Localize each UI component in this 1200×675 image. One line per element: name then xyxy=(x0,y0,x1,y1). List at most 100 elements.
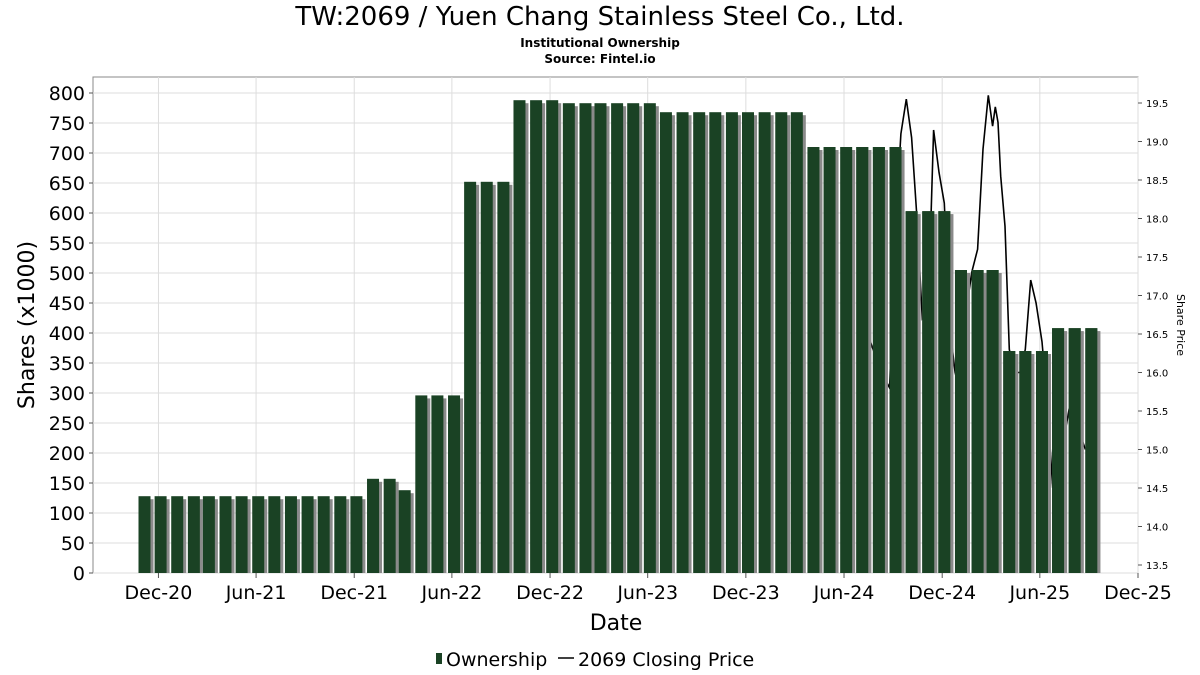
y2-tick-label: 16.0 xyxy=(1146,369,1168,380)
ownership-bar xyxy=(252,496,265,573)
ownership-bar xyxy=(235,496,248,573)
y2-tick-label: 16.5 xyxy=(1146,330,1168,341)
ownership-bar xyxy=(742,112,755,573)
legend-label-price: 2069 Closing Price xyxy=(578,649,754,671)
x-axis-title: Date xyxy=(590,611,643,636)
ownership-bar xyxy=(431,395,444,573)
ownership-bar xyxy=(448,395,461,573)
ownership-bar xyxy=(856,147,869,573)
ownership-bar xyxy=(202,496,215,573)
y-tick-label: 500 xyxy=(49,263,85,285)
ownership-bar xyxy=(693,112,706,573)
ownership-bar xyxy=(530,100,543,573)
y-tick-label: 100 xyxy=(49,503,85,525)
ownership-bar xyxy=(709,112,722,573)
x-tick-label: Dec-25 xyxy=(1104,582,1172,604)
x-tick-label: Dec-20 xyxy=(125,582,193,604)
y-tick-label: 550 xyxy=(49,233,85,255)
ownership-bar xyxy=(480,181,493,574)
ownership-bar xyxy=(1035,351,1048,573)
ownership-bar xyxy=(905,211,918,573)
x-tick-label: Jun-21 xyxy=(225,582,287,604)
y-tick-label: 150 xyxy=(49,473,85,495)
ownership-bar xyxy=(497,181,510,574)
ownership-bar xyxy=(1003,351,1016,573)
ownership-bar xyxy=(546,100,559,573)
x-tick-label: Dec-21 xyxy=(320,582,388,604)
ownership-bar xyxy=(187,496,200,573)
ownership-bar xyxy=(579,103,592,573)
x-tick-label: Dec-22 xyxy=(516,582,584,604)
y2-tick-label: 15.0 xyxy=(1146,446,1168,457)
ownership-bar xyxy=(138,496,151,573)
ownership-bar xyxy=(823,147,836,573)
ownership-bar xyxy=(922,211,935,573)
ownership-bar xyxy=(971,270,984,573)
ownership-bar xyxy=(807,147,820,573)
ownership-bar xyxy=(659,112,672,573)
ownership-bar xyxy=(415,395,428,573)
ownership-bar xyxy=(889,147,902,573)
y-tick-label: 750 xyxy=(49,113,85,135)
ownership-bar xyxy=(171,496,184,573)
y-tick-label: 0 xyxy=(73,563,85,585)
ownership-bar xyxy=(301,496,314,573)
ownership-bar xyxy=(317,496,330,573)
y2-tick-label: 15.5 xyxy=(1146,407,1168,418)
ownership-bar xyxy=(1068,328,1081,573)
ownership-bar xyxy=(383,478,396,573)
ownership-bar xyxy=(350,496,363,573)
y2-tick-label: 14.5 xyxy=(1146,484,1168,495)
y-tick-label: 450 xyxy=(49,293,85,315)
y2-tick-label: 17.0 xyxy=(1146,292,1168,303)
legend-swatch-ownership xyxy=(436,653,442,664)
ownership-bar xyxy=(367,478,380,573)
y-axis-title: Shares (x1000) xyxy=(15,241,40,409)
chart-title: TW:2069 / Yuen Chang Stainless Steel Co.… xyxy=(295,2,905,32)
y-tick-label: 350 xyxy=(49,353,85,375)
ownership-bar xyxy=(643,103,656,573)
y2-tick-label: 18.5 xyxy=(1146,176,1168,187)
x-tick-label: Dec-23 xyxy=(712,582,780,604)
ownership-bar xyxy=(284,496,297,573)
y-tick-label: 800 xyxy=(49,83,85,105)
ownership-bar xyxy=(790,112,803,573)
ownership-bar xyxy=(268,496,281,573)
ownership-bar xyxy=(1019,351,1032,573)
y2-axis-title: Share Price xyxy=(1174,294,1187,356)
x-tick-label: Jun-24 xyxy=(813,582,875,604)
ownership-bar xyxy=(594,103,607,573)
x-tick-label: Jun-23 xyxy=(616,582,678,604)
ownership-bar xyxy=(334,496,347,573)
ownership-bar xyxy=(775,112,788,573)
y-tick-label: 400 xyxy=(49,323,85,345)
x-tick-label: Dec-24 xyxy=(908,582,976,604)
ownership-bar xyxy=(1052,328,1065,573)
ownership-bar xyxy=(938,211,951,573)
ownership-bar xyxy=(154,496,167,573)
ownership-bar xyxy=(840,147,853,573)
y-tick-label: 650 xyxy=(49,173,85,195)
y-tick-label: 300 xyxy=(49,383,85,405)
ownership-bar xyxy=(676,112,689,573)
ownership-bar xyxy=(1085,328,1098,573)
ownership-bar xyxy=(758,112,771,573)
ownership-bar xyxy=(986,270,999,573)
ownership-bar xyxy=(464,181,477,574)
y2-tick-label: 13.5 xyxy=(1146,561,1168,572)
chart-source: Source: Fintel.io xyxy=(544,52,656,66)
x-tick-label: Jun-25 xyxy=(1008,582,1070,604)
legend-label-ownership: Ownership xyxy=(446,649,547,671)
x-tick-label: Jun-22 xyxy=(421,582,483,604)
ownership-bar xyxy=(611,103,624,573)
ownership-bar xyxy=(725,112,738,573)
y-tick-label: 200 xyxy=(49,443,85,465)
ownership-bar xyxy=(627,103,640,573)
ownership-bar xyxy=(954,270,967,573)
y2-tick-label: 14.0 xyxy=(1146,523,1168,534)
y2-tick-label: 18.0 xyxy=(1146,215,1168,226)
y2-tick-label: 19.0 xyxy=(1146,138,1168,149)
y-tick-label: 700 xyxy=(49,143,85,165)
ownership-bar xyxy=(562,103,575,573)
